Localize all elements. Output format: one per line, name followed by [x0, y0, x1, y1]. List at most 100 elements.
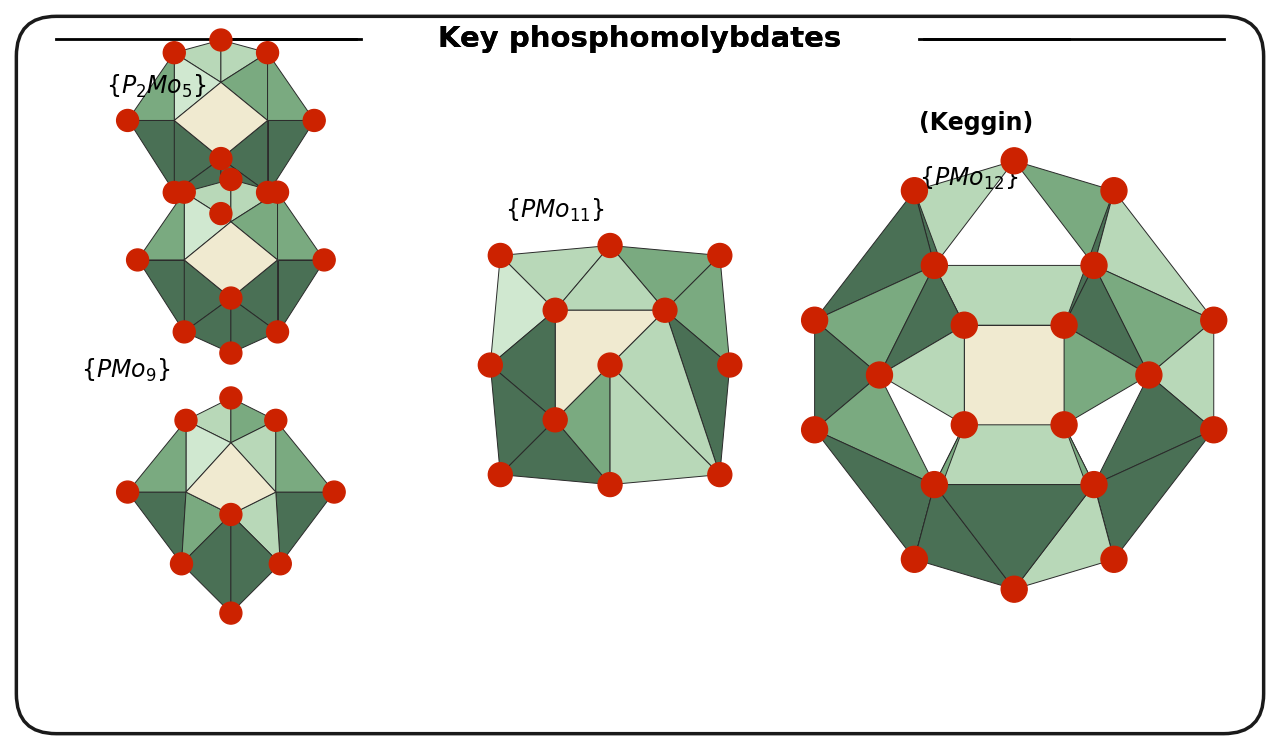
Circle shape: [1101, 178, 1126, 204]
Polygon shape: [186, 398, 230, 442]
Circle shape: [951, 412, 977, 438]
Circle shape: [801, 417, 828, 442]
Polygon shape: [230, 492, 280, 564]
Polygon shape: [174, 53, 221, 121]
Polygon shape: [275, 420, 334, 492]
Polygon shape: [490, 256, 556, 365]
Polygon shape: [174, 82, 268, 158]
Polygon shape: [934, 484, 1094, 590]
Circle shape: [653, 298, 677, 322]
Circle shape: [1201, 308, 1226, 333]
Circle shape: [220, 503, 242, 526]
Polygon shape: [230, 192, 278, 260]
Polygon shape: [1064, 326, 1149, 424]
Polygon shape: [611, 310, 719, 475]
Polygon shape: [184, 179, 230, 222]
Circle shape: [489, 463, 512, 487]
Polygon shape: [556, 245, 664, 310]
Polygon shape: [230, 298, 278, 353]
Polygon shape: [184, 260, 230, 332]
Polygon shape: [814, 266, 934, 375]
Circle shape: [173, 182, 196, 203]
Polygon shape: [182, 514, 230, 613]
Circle shape: [220, 342, 242, 364]
Text: Key phosphomolybdates: Key phosphomolybdates: [438, 26, 842, 53]
Circle shape: [1135, 362, 1162, 388]
Circle shape: [479, 353, 502, 377]
Circle shape: [1201, 417, 1226, 442]
Polygon shape: [1149, 320, 1213, 430]
Circle shape: [901, 178, 928, 204]
Polygon shape: [230, 398, 275, 442]
Polygon shape: [879, 266, 964, 375]
Circle shape: [922, 472, 947, 497]
Circle shape: [256, 182, 279, 203]
Polygon shape: [814, 375, 934, 484]
Circle shape: [303, 110, 325, 131]
Polygon shape: [128, 420, 186, 492]
Circle shape: [323, 481, 346, 503]
Polygon shape: [1014, 484, 1114, 590]
Polygon shape: [230, 514, 280, 613]
Polygon shape: [230, 179, 278, 222]
Text: $\{P_2Mo_5\}$: $\{P_2Mo_5\}$: [106, 73, 207, 100]
Polygon shape: [174, 158, 221, 214]
Polygon shape: [174, 121, 221, 193]
Polygon shape: [128, 53, 174, 121]
Polygon shape: [221, 121, 268, 193]
Circle shape: [708, 244, 732, 268]
Polygon shape: [934, 424, 1094, 484]
Polygon shape: [221, 40, 268, 82]
Polygon shape: [914, 160, 1014, 266]
Circle shape: [116, 110, 138, 131]
Circle shape: [598, 472, 622, 496]
Polygon shape: [230, 260, 278, 332]
Text: $\{PMo_{12}\}$: $\{PMo_{12}\}$: [919, 165, 1019, 192]
Polygon shape: [500, 245, 611, 310]
Circle shape: [489, 244, 512, 268]
Text: (Keggin): (Keggin): [919, 111, 1034, 135]
Polygon shape: [186, 420, 230, 492]
Circle shape: [265, 410, 287, 431]
Circle shape: [1082, 472, 1107, 497]
Polygon shape: [934, 266, 1094, 326]
Polygon shape: [184, 222, 278, 298]
Circle shape: [314, 249, 335, 271]
Circle shape: [266, 182, 288, 203]
Polygon shape: [1094, 266, 1213, 375]
Polygon shape: [964, 326, 1064, 424]
Polygon shape: [128, 492, 186, 564]
Polygon shape: [268, 53, 314, 121]
Circle shape: [598, 233, 622, 257]
Circle shape: [922, 253, 947, 278]
Circle shape: [256, 42, 279, 64]
Polygon shape: [221, 158, 268, 214]
Circle shape: [1082, 253, 1107, 278]
Polygon shape: [186, 442, 275, 514]
Circle shape: [901, 546, 928, 572]
Polygon shape: [137, 260, 184, 332]
Polygon shape: [1094, 190, 1213, 320]
Polygon shape: [664, 256, 730, 365]
Circle shape: [210, 202, 232, 224]
Polygon shape: [268, 121, 314, 193]
Circle shape: [266, 321, 288, 343]
Circle shape: [1001, 148, 1027, 174]
Circle shape: [867, 362, 892, 388]
Polygon shape: [814, 430, 934, 560]
Circle shape: [170, 553, 192, 574]
Circle shape: [220, 387, 242, 409]
Circle shape: [220, 287, 242, 309]
Circle shape: [1051, 412, 1076, 438]
Polygon shape: [278, 260, 324, 332]
Polygon shape: [1094, 375, 1213, 484]
Circle shape: [598, 353, 622, 377]
Polygon shape: [664, 310, 730, 475]
Polygon shape: [814, 320, 879, 430]
Polygon shape: [611, 245, 719, 310]
Polygon shape: [914, 190, 964, 326]
Polygon shape: [1064, 190, 1114, 326]
Circle shape: [801, 308, 828, 333]
Circle shape: [1051, 312, 1076, 338]
Circle shape: [175, 410, 197, 431]
